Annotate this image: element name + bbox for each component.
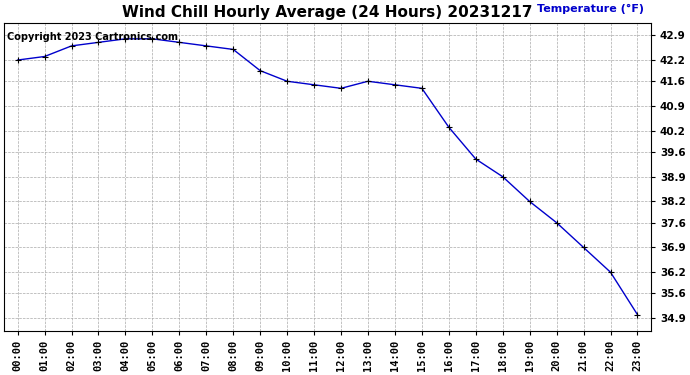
Text: Temperature (°F): Temperature (°F) [538, 4, 644, 13]
Title: Wind Chill Hourly Average (24 Hours) 20231217: Wind Chill Hourly Average (24 Hours) 202… [122, 5, 533, 20]
Text: Copyright 2023 Cartronics.com: Copyright 2023 Cartronics.com [8, 32, 179, 42]
